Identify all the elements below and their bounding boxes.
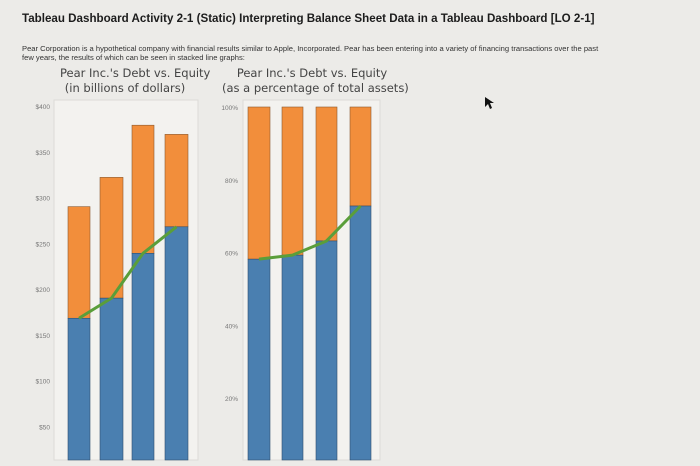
intro-text: Pear Corporation is a hypothetical compa… <box>22 44 599 62</box>
chart1-ytick-label: $100 <box>36 379 51 386</box>
chart1-ytick-label: $150 <box>36 333 51 340</box>
chart2-ytick-label: 80% <box>225 178 238 185</box>
chart1-trend-line <box>78 225 178 320</box>
chart1-subtitle: (in billions of dollars) <box>64 81 186 95</box>
chart2-bar-upper-segment <box>349 106 372 207</box>
chart1-ytick-label: $400 <box>36 104 51 111</box>
cursor-arrow-icon <box>485 97 494 109</box>
chart2-title: Pear Inc.'s Debt vs. Equity <box>236 66 388 80</box>
chart2-ytick-label: 20% <box>225 396 238 403</box>
chart1-title-block: Pear Inc.'s Debt vs. Equity (in billions… <box>60 66 211 96</box>
chart2-subtitle: (as a percentage of total assets) <box>222 81 409 95</box>
chart1-ytick-label: $200 <box>36 287 51 294</box>
chart1-bar-lower-segment <box>164 226 189 461</box>
chart2-bar-upper-segment <box>247 106 271 260</box>
chart2-bar-upper-segment <box>281 106 304 256</box>
chart1-bar-upper-segment <box>131 124 155 254</box>
chart2-ytick-label: 60% <box>225 251 238 258</box>
chart2-bar-upper-segment <box>315 106 338 242</box>
chart1-ytick-label: $350 <box>36 150 51 157</box>
page-title: Tableau Dashboard Activity 2-1 (Static) … <box>22 12 595 25</box>
chart2-trend-line <box>258 204 362 261</box>
chart1-bar-upper-segment <box>164 134 189 228</box>
chart1-ytick-label: $50 <box>39 424 50 431</box>
chart2-bar-lower-segment <box>349 205 372 461</box>
chart2-bar-lower-segment <box>247 258 271 461</box>
chart1-bar-upper-segment <box>99 177 124 299</box>
chart2-bar-lower-segment <box>281 254 304 461</box>
chart1-bar-lower-segment <box>67 317 91 461</box>
chart1-ytick-label: $300 <box>36 196 51 203</box>
chart2-ytick-label: 40% <box>225 323 238 330</box>
chart1-bar-lower-segment <box>99 297 124 461</box>
chart1-title: Pear Inc.'s Debt vs. Equity <box>60 66 211 80</box>
chart1-ytick-label: $250 <box>36 241 51 248</box>
chart2-ytick-label: 100% <box>221 105 238 112</box>
chart2-title-block: Pear Inc.'s Debt vs. Equity (as a percen… <box>222 66 409 96</box>
chart2-bar-lower-segment <box>315 240 338 461</box>
chart1-bar-lower-segment <box>131 253 155 461</box>
chart1-bar-upper-segment <box>67 206 91 319</box>
